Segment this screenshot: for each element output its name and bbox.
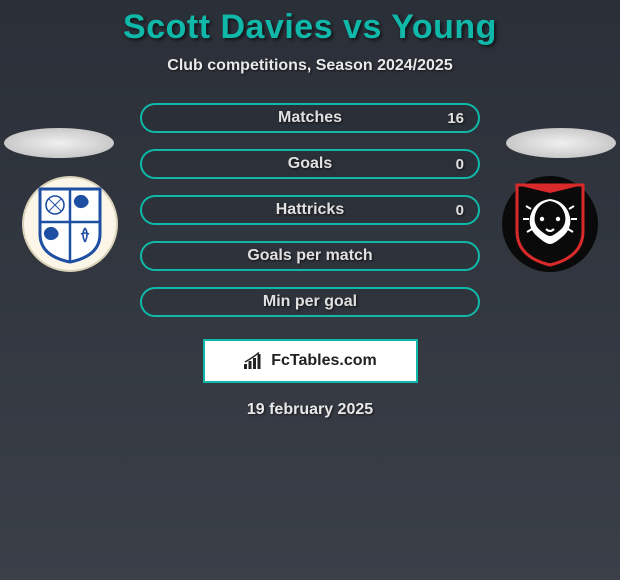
page-title: Scott Davies vs Young [123, 8, 497, 47]
right-player-oval [506, 128, 616, 158]
brand-box[interactable]: FcTables.com [203, 339, 418, 383]
stat-row-hattricks: Hattricks 0 [140, 195, 480, 225]
subtitle: Club competitions, Season 2024/2025 [167, 57, 452, 75]
stat-label: Matches [278, 109, 342, 127]
tranmere-shield-icon [35, 184, 105, 264]
stat-value-right: 0 [456, 156, 464, 173]
right-club-crest [502, 176, 598, 272]
brand-text: FcTables.com [271, 352, 377, 370]
salford-crest-circle [502, 176, 598, 272]
stat-rows: Matches 16 Goals 0 Hattricks 0 Goals per… [140, 103, 480, 317]
stat-row-matches: Matches 16 [140, 103, 480, 133]
stat-value-right: 0 [456, 202, 464, 219]
stat-row-goals: Goals 0 [140, 149, 480, 179]
tranmere-crest-circle [22, 176, 118, 272]
bar-chart-icon [243, 352, 265, 370]
stat-row-goals-per-match: Goals per match [140, 241, 480, 271]
stat-row-min-per-goal: Min per goal [140, 287, 480, 317]
stat-label: Goals [288, 155, 332, 173]
stat-label: Hattricks [276, 201, 344, 219]
stat-label: Goals per match [247, 247, 372, 265]
left-player-oval [4, 128, 114, 158]
salford-shield-icon [509, 179, 591, 269]
date-text: 19 february 2025 [247, 401, 373, 419]
left-club-crest [22, 176, 118, 272]
stat-label: Min per goal [263, 293, 357, 311]
stat-value-right: 16 [447, 110, 464, 127]
